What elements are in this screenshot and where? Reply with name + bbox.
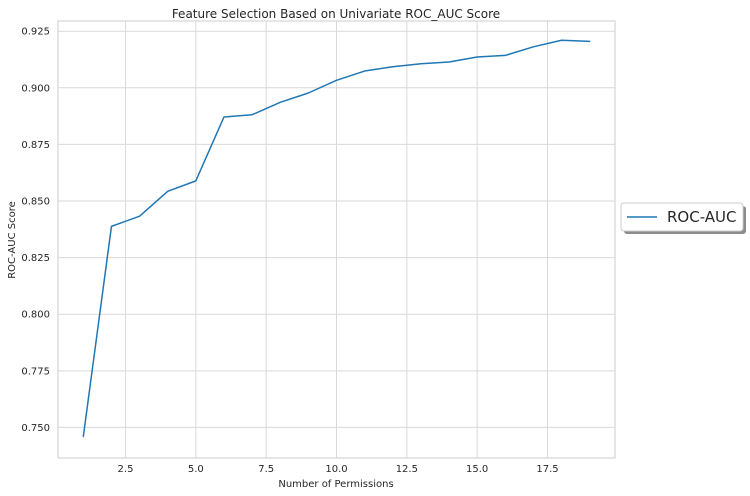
x-axis: 2.5 5.0 7.5 10.0 12.5 15.0 17.5 (118, 464, 559, 475)
legend: ROC-AUC (620, 202, 746, 234)
x-tick-label: 10.0 (325, 464, 347, 475)
y-tick-label: 0.850 (21, 197, 50, 208)
x-tick-label: 2.5 (118, 464, 134, 475)
y-axis-label: ROC-AUC Score (7, 201, 18, 279)
y-tick-label: 0.925 (21, 27, 50, 38)
y-tick-label: 0.900 (21, 83, 50, 94)
y-axis: 0.750 0.775 0.800 0.825 0.850 0.875 0.900 0.925 (21, 27, 50, 434)
x-tick-label: 12.5 (396, 464, 418, 475)
chart-title: Feature Selection Based on Univariate RO… (172, 7, 500, 21)
grid (58, 21, 615, 458)
x-axis-label: Number of Permissions (278, 479, 393, 490)
y-tick-label: 0.750 (21, 423, 50, 434)
legend-box (620, 202, 744, 232)
legend-label: ROC-AUC (667, 208, 737, 226)
x-tick-label: 7.5 (258, 464, 274, 475)
y-tick-label: 0.875 (21, 140, 50, 151)
x-tick-label: 17.5 (536, 464, 558, 475)
x-tick-label: 15.0 (466, 464, 488, 475)
x-tick-label: 5.0 (188, 464, 204, 475)
y-tick-label: 0.800 (21, 310, 50, 321)
y-tick-label: 0.825 (21, 253, 50, 264)
series-layer (82, 39, 591, 438)
y-tick-label: 0.775 (21, 366, 50, 377)
